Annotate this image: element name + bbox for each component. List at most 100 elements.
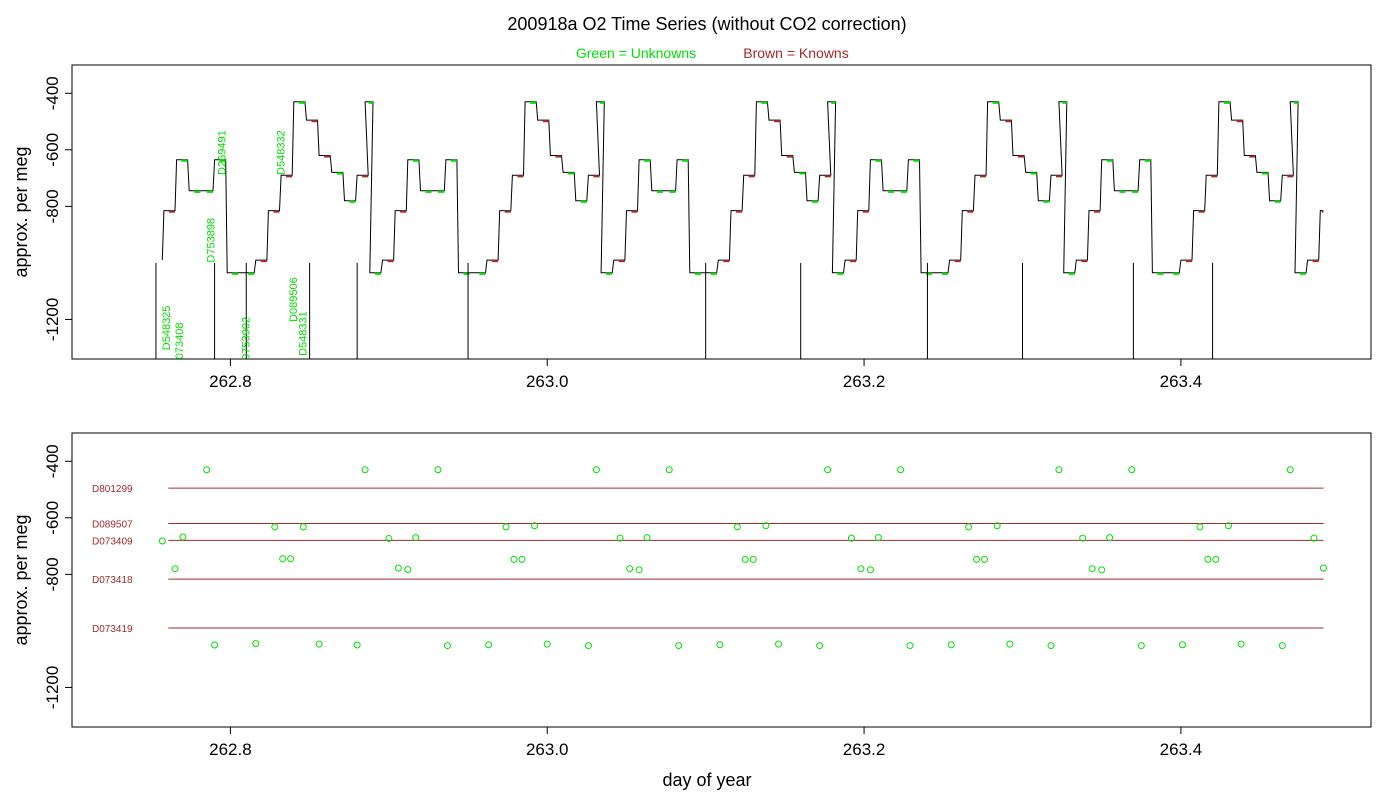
bottom-unknown-point xyxy=(906,642,914,650)
bottom-unknown-point xyxy=(287,555,295,563)
bottom-unknown-point xyxy=(762,522,770,530)
bottom-unknown-point xyxy=(171,565,179,573)
bottom-unknown-point xyxy=(592,466,600,474)
chart-title: 200918a O2 Time Series (without CO2 corr… xyxy=(507,14,906,34)
bottom-unknown-point xyxy=(518,555,526,563)
top-plot-frame xyxy=(71,64,1372,360)
bottom-unknown-point xyxy=(1178,641,1186,649)
bottom-unknown-point xyxy=(749,555,757,563)
bottom-panel-scatter: 262.8 263.0 263.2 263.4 -400 -600 -800 -1200 D80… xyxy=(43,432,1372,759)
bottom-unknown-point xyxy=(543,640,551,648)
bottom-unknown-point xyxy=(252,640,260,648)
bottom-unknown-point xyxy=(635,566,643,574)
bottom-unknown-point xyxy=(510,555,518,563)
bottom-unknown-point xyxy=(1106,534,1114,542)
bottom-y-tick-label: -1200 xyxy=(43,666,62,709)
bottom-unknown-point xyxy=(616,534,624,542)
bottom-unknown-point xyxy=(1047,642,1055,650)
bottom-unknown-point xyxy=(973,555,981,563)
bottom-x-tick-label: 263.0 xyxy=(526,740,569,759)
top-tank-label: D753898 xyxy=(206,218,218,263)
top-tank-label: D548325 xyxy=(161,306,173,351)
bottom-unknown-point xyxy=(385,534,393,542)
bottom-unknown-point xyxy=(665,466,673,474)
top-y-tick-label: -800 xyxy=(43,189,62,223)
bottom-unknown-point xyxy=(741,555,749,563)
bottom-unknown-point xyxy=(1310,534,1318,542)
top-y-tick-label: -600 xyxy=(43,133,62,167)
bottom-unknown-point xyxy=(179,533,187,541)
top-tank-label: D548331 xyxy=(297,311,309,356)
bottom-x-tick-label: 263.4 xyxy=(1160,740,1203,759)
top-x-tick-label: 263.2 xyxy=(843,372,886,391)
bottom-unknown-point xyxy=(897,466,905,474)
bottom-unknown-point xyxy=(816,642,824,650)
bottom-unknown-point xyxy=(1224,522,1232,530)
bottom-unknown-point xyxy=(412,534,420,542)
bottom-unknown-point xyxy=(1196,523,1204,531)
bottom-unknown-point xyxy=(675,642,683,650)
bottom-unknown-point xyxy=(824,466,832,474)
bottom-unknown-point xyxy=(947,641,955,649)
bottom-unknown-point xyxy=(404,566,412,574)
bottom-unknown-point xyxy=(434,466,442,474)
top-tank-label: D548332 xyxy=(275,130,287,175)
bottom-unknown-point xyxy=(211,641,219,649)
bottom-unknown-point xyxy=(1319,564,1327,572)
bottom-unknown-point xyxy=(1278,642,1286,650)
top-tank-label: D269491 xyxy=(217,130,229,175)
bottom-unknown-point xyxy=(1079,534,1087,542)
bottom-plot-frame xyxy=(71,432,1372,728)
bottom-unknown-point xyxy=(643,534,651,542)
bottom-unknown-point xyxy=(315,640,323,648)
bottom-reference-label: D089507 xyxy=(92,519,133,530)
top-tank-label: D089506 xyxy=(288,277,300,322)
bottom-unknown-point xyxy=(299,523,307,531)
bottom-y-tick-label: -400 xyxy=(43,444,62,478)
bottom-unknown-point xyxy=(857,565,865,573)
bottom-unknown-point xyxy=(993,522,1001,530)
bottom-unknown-point xyxy=(1098,566,1106,574)
bottom-y-axis-label: approx. per meg xyxy=(11,514,31,645)
bottom-unknown-point xyxy=(965,523,973,531)
bottom-unknown-point xyxy=(1128,466,1136,474)
bottom-reference-label: D073418 xyxy=(92,575,133,586)
top-panel-time-series: 262.8 263.0 263.2 263.4 -400 -600 -800 -1200 D54… xyxy=(43,64,1372,391)
bottom-unknown-point xyxy=(733,523,741,531)
bottom-x-tick-label: 263.2 xyxy=(843,740,886,759)
bottom-unknown-point xyxy=(847,534,855,542)
bottom-unknown-point xyxy=(353,641,361,649)
top-y-axis-label: approx. per meg xyxy=(11,146,31,277)
top-x-tick-label: 262.8 xyxy=(209,372,252,391)
bottom-unknown-point xyxy=(1204,555,1212,563)
bottom-unknown-point xyxy=(531,522,539,530)
top-y-tick-label: -400 xyxy=(43,76,62,110)
bottom-unknown-point xyxy=(584,642,592,650)
bottom-reference-label: D073409 xyxy=(92,536,133,547)
bottom-unknown-point xyxy=(485,641,493,649)
bottom-unknown-point xyxy=(203,466,211,474)
bottom-unknown-point xyxy=(980,555,988,563)
bottom-unknown-point xyxy=(361,466,369,474)
bottom-unknown-point xyxy=(626,565,634,573)
bottom-y-tick-label: -800 xyxy=(43,557,62,591)
bottom-unknown-point xyxy=(1055,466,1063,474)
bottom-reference-label: D073419 xyxy=(92,624,133,635)
bottom-unknown-point xyxy=(1212,555,1220,563)
bottom-unknown-point xyxy=(1137,642,1145,650)
x-axis-label: day of year xyxy=(662,770,751,790)
bottom-unknown-point xyxy=(716,641,724,649)
top-y-tick-label: -1200 xyxy=(43,298,62,341)
legend-unknowns: Green = Unknowns xyxy=(576,45,696,61)
bottom-unknown-point xyxy=(1237,640,1245,648)
bottom-unknown-point xyxy=(1286,466,1294,474)
bottom-unknown-point xyxy=(158,537,166,545)
bottom-unknown-point xyxy=(279,555,287,563)
legend-knowns: Brown = Knowns xyxy=(743,45,848,61)
bottom-unknown-point xyxy=(874,534,882,542)
top-x-tick-label: 263.4 xyxy=(1160,372,1203,391)
bottom-unknown-point xyxy=(394,564,402,572)
bottom-reference-label: D801299 xyxy=(92,484,133,495)
top-tank-label: D753902 xyxy=(240,317,252,362)
top-tank-label: D073408 xyxy=(174,323,186,368)
